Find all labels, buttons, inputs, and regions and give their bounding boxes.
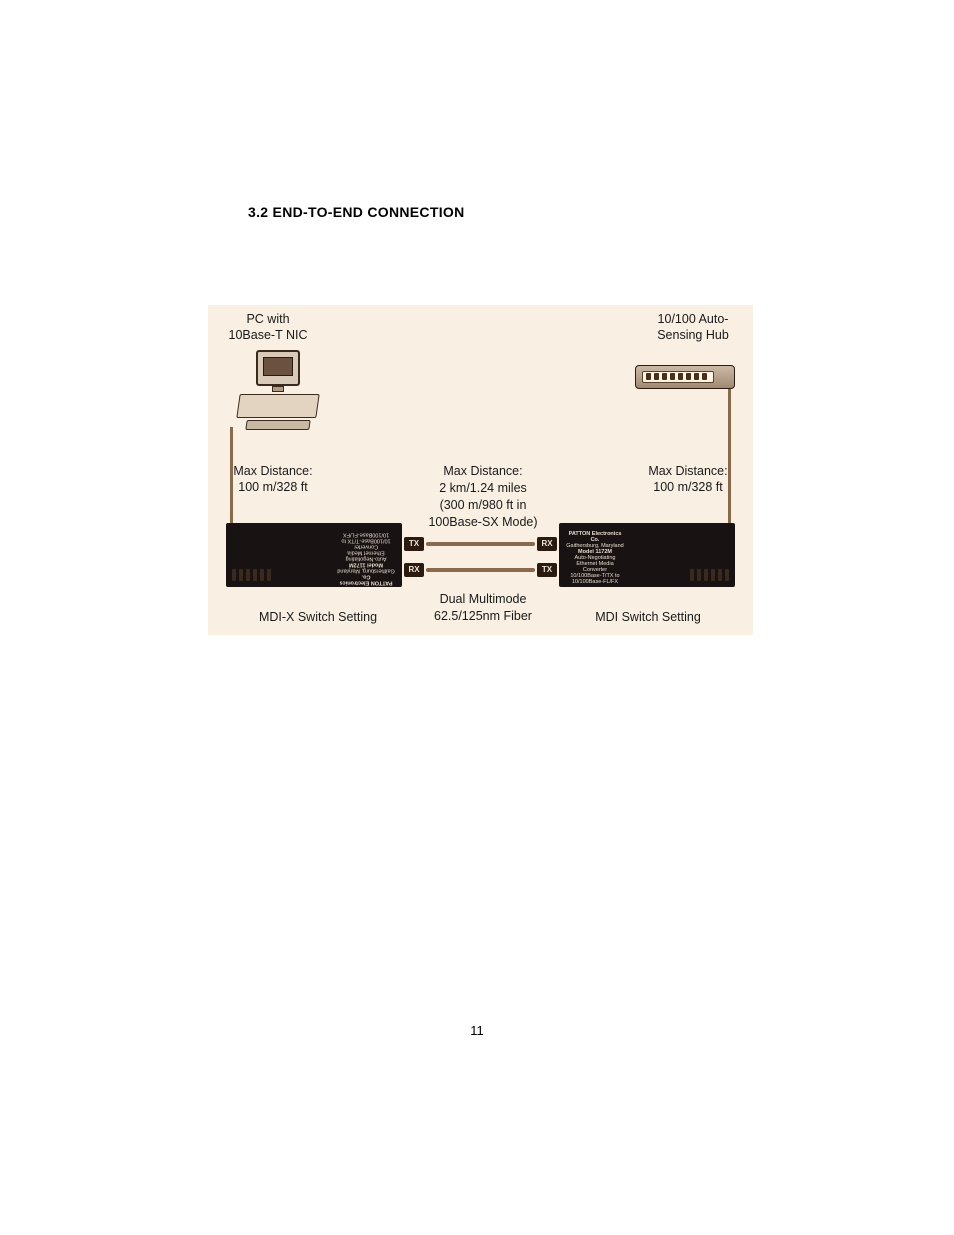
distance-mid-label: Max Distance:2 km/1.24 miles(300 m/980 f…	[418, 463, 548, 531]
connection-diagram: PC with10Base-T NIC 10/100 Auto-Sensing …	[208, 305, 753, 635]
mdi-x-label: MDI-X Switch Setting	[243, 609, 393, 625]
rx-badge: RX	[404, 563, 424, 577]
led	[260, 569, 264, 581]
led	[267, 569, 271, 581]
mdi-label: MDI Switch Setting	[573, 609, 723, 625]
converter-leds	[690, 569, 729, 581]
tx-badge: TX	[404, 537, 424, 551]
hub-port	[670, 373, 675, 380]
hub-port	[686, 373, 691, 380]
led	[690, 569, 694, 581]
fiber-label: Dual Multimode62.5/125nm Fiber	[413, 591, 553, 625]
led	[232, 569, 236, 581]
cable-segment	[728, 389, 731, 531]
led	[718, 569, 722, 581]
hub-icon	[635, 365, 735, 389]
distance-right-label: Max Distance:100 m/328 ft	[633, 463, 743, 496]
hub-port	[702, 373, 707, 380]
led	[246, 569, 250, 581]
media-converter-right: PATTON Electronics Co. Gaithersburg, Mar…	[559, 523, 735, 587]
led	[725, 569, 729, 581]
converter-leds	[232, 569, 271, 581]
hub-port	[654, 373, 659, 380]
media-converter-left: PATTON Electronics Co. Gaithersburg, Mar…	[226, 523, 402, 587]
led	[239, 569, 243, 581]
fiber-line	[426, 568, 535, 572]
distance-left-label: Max Distance:100 m/328 ft	[218, 463, 328, 496]
pc-icon	[238, 350, 318, 430]
pc-body	[236, 394, 319, 418]
led	[253, 569, 257, 581]
pc-label: PC with10Base-T NIC	[218, 311, 318, 344]
hub-ports	[646, 373, 707, 380]
hub-port	[678, 373, 683, 380]
led	[704, 569, 708, 581]
section-heading: 3.2 END-TO-END CONNECTION	[248, 204, 464, 220]
led	[711, 569, 715, 581]
hub-port	[694, 373, 699, 380]
monitor-icon	[256, 350, 300, 386]
led	[697, 569, 701, 581]
hub-port	[646, 373, 651, 380]
rx-badge: RX	[537, 537, 557, 551]
converter-label: PATTON Electronics Co. Gaithersburg, Mar…	[565, 531, 625, 585]
tx-badge: TX	[537, 563, 557, 577]
hub-label: 10/100 Auto-Sensing Hub	[643, 311, 743, 344]
fiber-line	[426, 542, 535, 546]
hub-port	[662, 373, 667, 380]
page-number: 11	[0, 1023, 954, 1038]
keyboard-icon	[245, 420, 310, 430]
monitor-stand	[272, 386, 284, 392]
converter-label: PATTON Electronics Co. Gaithersburg, Mar…	[336, 531, 396, 585]
